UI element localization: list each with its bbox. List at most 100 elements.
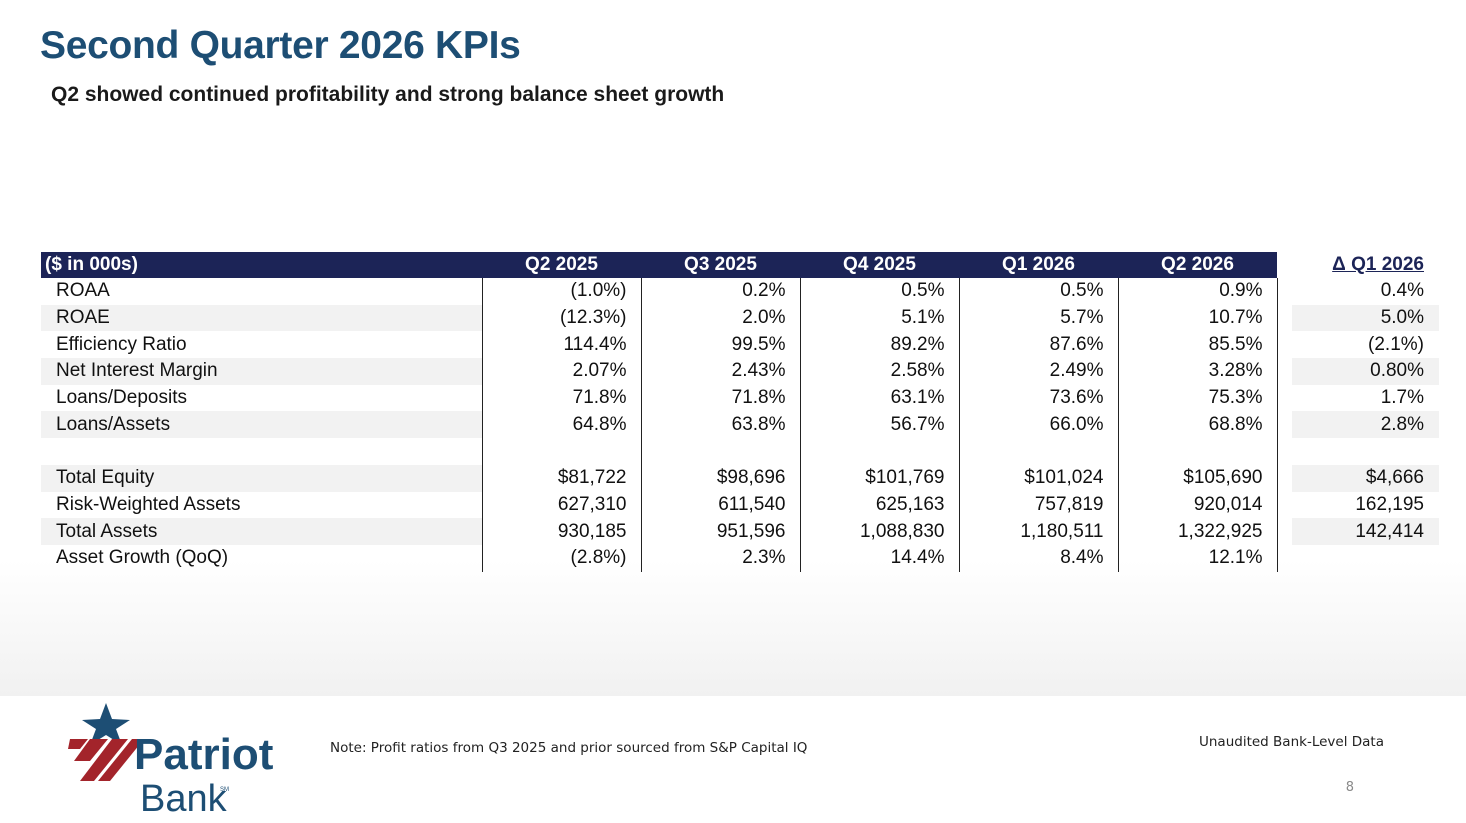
value-cell: 68.8% <box>1118 411 1278 439</box>
table-row: ROAE (12.3%) 2.0% 5.1% 5.7% 10.7% 5.0% <box>41 304 1439 332</box>
value-cell: 0.5% <box>800 278 960 305</box>
value-cell: $101,769 <box>800 464 960 492</box>
logo-stripe-icon <box>98 739 144 781</box>
column-gap <box>1277 464 1292 492</box>
value-cell: 930,185 <box>481 518 642 545</box>
value-cell: 10.7% <box>1118 304 1278 332</box>
header-period: Q1 2026 <box>959 252 1118 278</box>
table-row <box>41 438 1439 465</box>
column-gap <box>1277 518 1292 545</box>
logo-stripe-icon <box>74 739 108 761</box>
row-label: Asset Growth (QoQ) <box>56 547 229 569</box>
table-row: Total Equity $81,722 $98,696 $101,769 $101,0… <box>41 464 1439 492</box>
row-label: Loans/Assets <box>41 411 482 439</box>
value-cell <box>800 438 960 465</box>
value-cell: 71.8% <box>641 384 801 412</box>
logo-wordmark-bank: Bank <box>140 778 228 815</box>
header-period: Q2 2026 <box>1118 252 1277 278</box>
table-row: Risk-Weighted Assets 627,310 611,540 625,16… <box>41 491 1439 519</box>
column-gap <box>1277 304 1292 332</box>
footnote: Note: Profit ratios from Q3 2025 and pri… <box>330 740 808 756</box>
delta-cell: 142,414 <box>1292 518 1439 545</box>
table-row: Asset Growth (QoQ) (2.8%) 2.3% 14.4% 8.4% 12.… <box>41 544 1439 572</box>
footer-background <box>0 560 1466 696</box>
column-gap <box>1277 492 1292 519</box>
row-label: Total Assets <box>41 518 482 545</box>
value-cell: $98,696 <box>641 464 801 492</box>
value-cell: 2.49% <box>959 358 1119 385</box>
column-gap <box>1277 278 1292 305</box>
row-label: Risk-Weighted Assets <box>56 493 241 515</box>
table-row: Efficiency Ratio 114.4% 99.5% 89.2% 87.6% 85.… <box>41 331 1439 359</box>
row-label: ROAA <box>56 280 110 302</box>
value-cell: 3.28% <box>1118 358 1278 385</box>
value-cell: 0.2% <box>641 278 801 305</box>
row-label: Net Interest Margin <box>41 358 482 385</box>
value-cell: 951,596 <box>641 518 801 545</box>
column-gap <box>1277 358 1292 385</box>
value-cell: $105,690 <box>1118 464 1278 492</box>
value-cell: 2.0% <box>641 304 801 332</box>
value-cell: 71.8% <box>481 384 642 412</box>
page-title: Second Quarter 2026 KPIs <box>40 24 521 67</box>
value-cell: 611,540 <box>641 491 801 519</box>
value-cell: 66.0% <box>959 411 1119 439</box>
table-row: Net Interest Margin 2.07% 2.43% 2.58% 2.49% 3… <box>41 358 1439 385</box>
column-gap <box>1277 438 1292 465</box>
value-cell <box>959 438 1119 465</box>
page-number: 8 <box>1345 780 1354 795</box>
header-period: Q2 2025 <box>482 252 641 278</box>
delta-cell: 162,195 <box>1355 493 1424 515</box>
logo-star-icon <box>82 703 130 745</box>
table-row: Loans/Deposits 71.8% 71.8% 63.1% 73.6% 75.3% 1… <box>41 384 1439 412</box>
value-cell: (1.0%) <box>481 278 642 305</box>
value-cell: 89.2% <box>800 331 960 359</box>
value-cell <box>641 438 801 465</box>
value-cell: 1,180,511 <box>959 518 1119 545</box>
value-cell: 14.4% <box>800 544 960 572</box>
value-cell: 625,163 <box>800 491 960 519</box>
delta-cell: 1.7% <box>1380 387 1424 409</box>
value-cell: (12.3%) <box>481 304 642 332</box>
value-cell: 2.58% <box>800 358 960 385</box>
value-cell: 8.4% <box>959 544 1119 572</box>
delta-cell <box>1292 438 1439 465</box>
value-cell: 0.9% <box>1118 278 1278 305</box>
table-header-row: ($ in 000s) Q2 2025 Q3 2025 Q4 2025 Q1 2… <box>41 252 1439 278</box>
value-cell: 1,088,830 <box>800 518 960 545</box>
value-cell: 2.07% <box>481 358 642 385</box>
value-cell: 0.5% <box>959 278 1119 305</box>
value-cell: 99.5% <box>641 331 801 359</box>
delta-cell: (2.1%) <box>1368 333 1424 355</box>
logo-wordmark-patriot: Patriot <box>134 730 274 779</box>
value-cell: $81,722 <box>481 464 642 492</box>
value-cell: 56.7% <box>800 411 960 439</box>
delta-cell: 5.0% <box>1292 304 1439 332</box>
value-cell: $101,024 <box>959 464 1119 492</box>
row-label: Total Equity <box>41 464 482 492</box>
value-cell: 63.8% <box>641 411 801 439</box>
column-gap <box>1277 545 1292 572</box>
value-cell: 1,322,925 <box>1118 518 1278 545</box>
patriot-bank-logo: Patriot Bank SM <box>68 703 274 815</box>
value-cell: 920,014 <box>1118 491 1278 519</box>
value-cell: 64.8% <box>481 411 642 439</box>
kpi-table: ($ in 000s) Q2 2025 Q3 2025 Q4 2025 Q1 2… <box>41 252 1440 572</box>
value-cell: 2.3% <box>641 544 801 572</box>
value-cell: 2.43% <box>641 358 801 385</box>
row-label: Efficiency Ratio <box>56 333 187 355</box>
header-period: Q3 2025 <box>641 252 800 278</box>
value-cell: 757,819 <box>959 491 1119 519</box>
row-label <box>41 438 482 465</box>
value-cell: 627,310 <box>481 491 642 519</box>
value-cell: 12.1% <box>1118 544 1278 572</box>
table-row: ROAA (1.0%) 0.2% 0.5% 0.5% 0.9% 0.4% <box>41 278 1439 305</box>
logo-stripe-icon <box>68 739 88 749</box>
value-cell: 87.6% <box>959 331 1119 359</box>
value-cell: (2.8%) <box>481 544 642 572</box>
value-cell: 75.3% <box>1118 384 1278 412</box>
header-gap <box>1277 252 1292 278</box>
column-gap <box>1277 385 1292 412</box>
header-units-label: ($ in 000s) <box>41 252 482 278</box>
row-label: ROAE <box>41 304 482 332</box>
